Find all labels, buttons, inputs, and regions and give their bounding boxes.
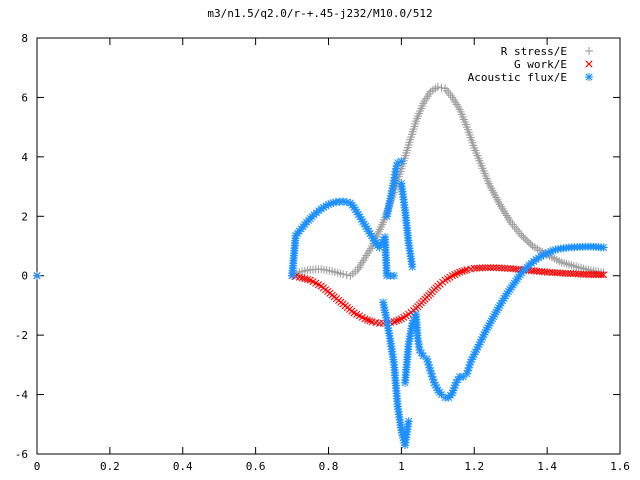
data-point bbox=[295, 273, 303, 281]
x-axis: 0 0.2 0.4 0.6 0.8 1 1.2 1.4 1.6 bbox=[34, 38, 630, 473]
data-point bbox=[392, 317, 401, 325]
series-2 bbox=[33, 157, 608, 450]
data-point bbox=[498, 264, 506, 272]
data-point bbox=[484, 264, 492, 272]
data-point bbox=[510, 222, 519, 231]
data-point bbox=[478, 264, 487, 272]
data-point bbox=[492, 264, 500, 272]
data-point bbox=[476, 264, 484, 272]
data-point bbox=[495, 264, 503, 272]
data-point bbox=[515, 229, 524, 238]
x-tick-label: 0 bbox=[34, 460, 41, 473]
data-point bbox=[597, 271, 605, 279]
data-point bbox=[489, 264, 497, 272]
series-0 bbox=[33, 83, 608, 280]
y-tick-label: -4 bbox=[15, 389, 29, 402]
x-tick-label: 1.4 bbox=[537, 460, 557, 473]
data-point bbox=[408, 262, 417, 271]
data-point bbox=[504, 264, 512, 272]
legend-marker bbox=[585, 47, 593, 55]
chart-title: m3/n1.5/q2.0/r-+.45-j232/M10.0/512 bbox=[207, 7, 432, 20]
data-point bbox=[517, 231, 526, 240]
x-tick-label: 0.2 bbox=[100, 460, 120, 473]
data-point bbox=[298, 274, 306, 282]
data-point bbox=[433, 83, 442, 92]
data-point bbox=[33, 271, 41, 280]
legend-label: Acoustic flux/E bbox=[468, 71, 567, 84]
y-tick-label: 0 bbox=[21, 270, 28, 283]
data-point bbox=[390, 318, 398, 326]
data-point bbox=[342, 270, 351, 279]
data-point bbox=[361, 315, 369, 323]
data-point bbox=[397, 157, 406, 166]
y-tick-label: 8 bbox=[21, 32, 28, 45]
legend-label: G work/E bbox=[514, 58, 567, 71]
data-point bbox=[473, 264, 481, 272]
x-tick-label: 1 bbox=[398, 460, 405, 473]
data-point bbox=[441, 84, 450, 93]
data-point bbox=[470, 264, 478, 272]
y-tick-label: -6 bbox=[15, 448, 28, 461]
data-point bbox=[363, 316, 371, 324]
legend-marker bbox=[585, 73, 593, 81]
data-point bbox=[339, 270, 348, 279]
x-tick-label: 0.8 bbox=[319, 460, 339, 473]
legend-label: R stress/E bbox=[501, 45, 567, 58]
data-point bbox=[444, 88, 453, 97]
data-point bbox=[395, 316, 403, 324]
y-tick-label: 6 bbox=[21, 91, 28, 104]
data-point bbox=[512, 224, 521, 233]
data-point bbox=[366, 317, 374, 325]
data-point bbox=[437, 83, 446, 92]
data-point bbox=[519, 233, 528, 242]
data-point bbox=[523, 236, 532, 245]
data-point bbox=[526, 240, 535, 249]
data-point bbox=[481, 264, 489, 272]
data-point bbox=[501, 264, 509, 272]
data-point bbox=[600, 271, 608, 279]
data-point bbox=[458, 267, 466, 275]
legend-marker bbox=[585, 60, 593, 68]
y-tick-label: -2 bbox=[15, 329, 28, 342]
x-tick-label: 0.6 bbox=[246, 460, 266, 473]
data-point bbox=[301, 275, 309, 283]
data-point bbox=[487, 264, 495, 272]
plot-area bbox=[33, 83, 608, 450]
x-tick-label: 1.6 bbox=[610, 460, 630, 473]
data-point bbox=[393, 158, 402, 167]
y-tick-label: 4 bbox=[21, 151, 28, 164]
y-axis: -6 -4 -2 0 2 4 6 8 bbox=[15, 32, 620, 461]
data-point bbox=[513, 227, 522, 236]
data-point bbox=[521, 235, 530, 244]
data-point bbox=[456, 268, 464, 276]
x-tick-label: 0.4 bbox=[173, 460, 193, 473]
data-point bbox=[524, 238, 533, 247]
y-tick-label: 2 bbox=[21, 210, 28, 223]
data-point bbox=[390, 271, 399, 280]
data-point bbox=[303, 275, 312, 284]
data-point bbox=[460, 266, 469, 275]
x-tick-label: 1.2 bbox=[464, 460, 484, 473]
data-point bbox=[404, 417, 413, 426]
data-point bbox=[599, 243, 608, 252]
